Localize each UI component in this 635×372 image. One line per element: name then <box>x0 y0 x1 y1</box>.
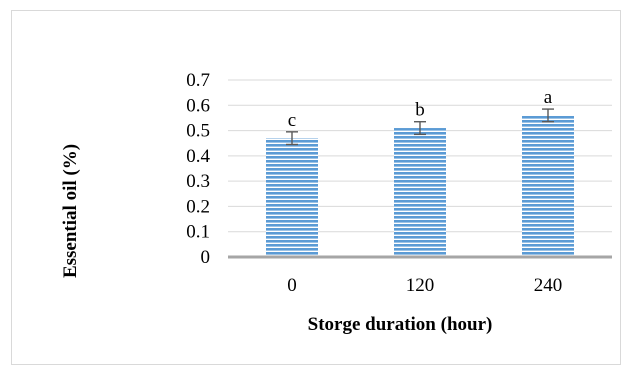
x-axis-title: Storge duration (hour) <box>308 314 493 335</box>
y-tick-label: 0.1 <box>186 222 210 243</box>
y-tick-label: 0.6 <box>186 95 210 116</box>
significance-letter: c <box>288 110 296 131</box>
y-tick-label: 0 <box>201 247 211 268</box>
y-tick-label: 0.3 <box>186 171 210 192</box>
bar <box>394 128 446 257</box>
x-tick-label: 240 <box>534 275 563 296</box>
y-axis-title: Essential oil (%) <box>60 144 81 278</box>
y-tick-label: 0.4 <box>186 146 210 167</box>
y-tick-label: 0.7 <box>186 70 210 91</box>
x-tick-label: 120 <box>406 275 435 296</box>
bar <box>522 115 574 258</box>
labels: 0 0.1 0.2 0.3 0.4 0.5 0.6 0.7 c 0 b 120 a 240 <box>186 70 562 296</box>
x-tick-label: 0 <box>287 275 297 296</box>
bar <box>266 138 318 257</box>
y-tick-label: 0.5 <box>186 121 210 142</box>
bars <box>266 108 574 258</box>
y-tick-label: 0.2 <box>186 196 210 217</box>
significance-letter: b <box>415 100 425 121</box>
significance-letter: a <box>544 87 553 108</box>
